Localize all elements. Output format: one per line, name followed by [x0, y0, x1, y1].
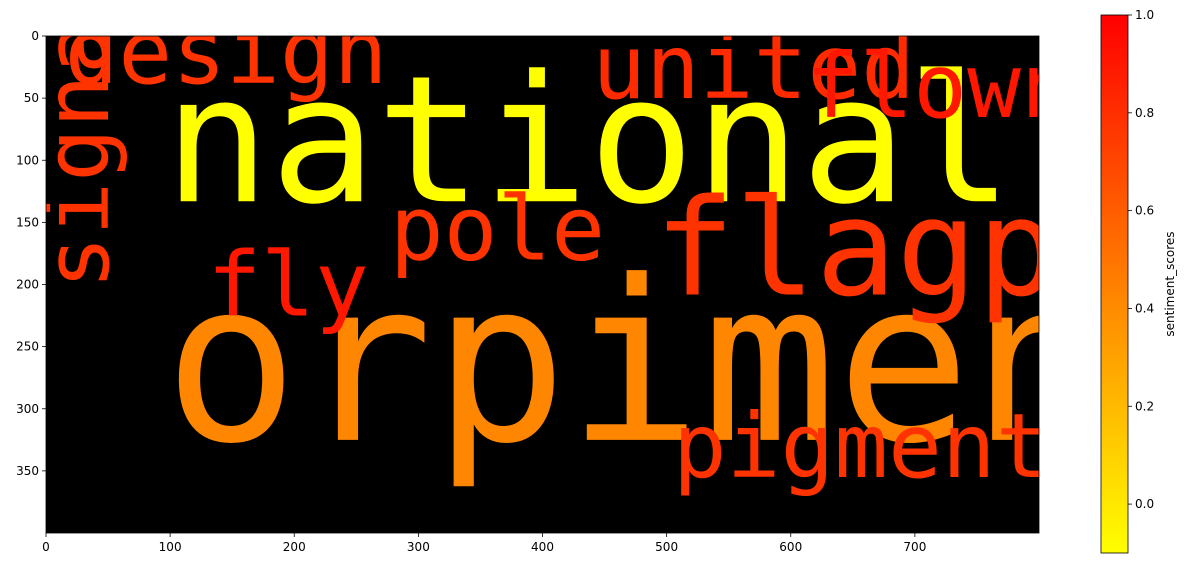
x-tick-label: 600: [779, 540, 802, 554]
wordcloud-image: nationalorpimentflagpole design unitedflow…: [26, 0, 1188, 534]
y-tick-label: 350: [16, 464, 39, 478]
word-pole: pole: [390, 178, 605, 282]
word-flagpole: flagpole: [654, 170, 1188, 326]
y-axis: 0 50 100 150 200 250 300 350: [16, 29, 46, 478]
word-flown: flown: [806, 35, 1075, 139]
x-tick-label: 400: [531, 540, 554, 554]
plot-background: [46, 36, 1039, 533]
x-axis: 0 100 200 300 400 500 600 700: [42, 533, 926, 554]
y-tick-label: 0: [31, 29, 39, 43]
word-national: national: [164, 37, 1013, 243]
colorbar-label: sentiment_scores: [1163, 231, 1177, 336]
colorbar-tick-label: 0.8: [1135, 106, 1154, 120]
x-tick-label: 100: [159, 540, 182, 554]
word-design: design: [65, 1, 388, 105]
word-orpiment: orpiment: [164, 233, 1188, 493]
colorbar-tick-label: 1.0: [1135, 8, 1154, 22]
x-tick-label: 0: [42, 540, 50, 554]
y-tick-label: 200: [16, 278, 39, 292]
colorbar-gradient: [1100, 14, 1129, 554]
y-tick-label: 50: [24, 91, 39, 105]
y-tick-label: 250: [16, 340, 39, 354]
colorbar-tick-label: 0.2: [1135, 399, 1154, 413]
word-fly: fly: [207, 234, 368, 338]
y-tick-label: 300: [16, 402, 39, 416]
x-tick-label: 700: [903, 540, 926, 554]
x-tick-label: 300: [407, 540, 430, 554]
x-tick-label: 200: [283, 540, 306, 554]
word-signal: signal: [26, 0, 130, 289]
colorbar: 0.0 0.2 0.4 0.6 0.8 1.0 sentiment_scores: [1100, 8, 1177, 554]
colorbar-tick-label: 0.6: [1135, 204, 1154, 218]
word-pigment: pigment: [673, 395, 1050, 499]
colorbar-tick-label: 0.0: [1135, 497, 1154, 511]
x-tick-label: 500: [655, 540, 678, 554]
y-tick-label: 150: [16, 215, 39, 229]
word-united: united: [592, 16, 915, 120]
y-tick-label: 100: [16, 153, 39, 167]
colorbar-tick-label: 0.4: [1135, 301, 1154, 315]
